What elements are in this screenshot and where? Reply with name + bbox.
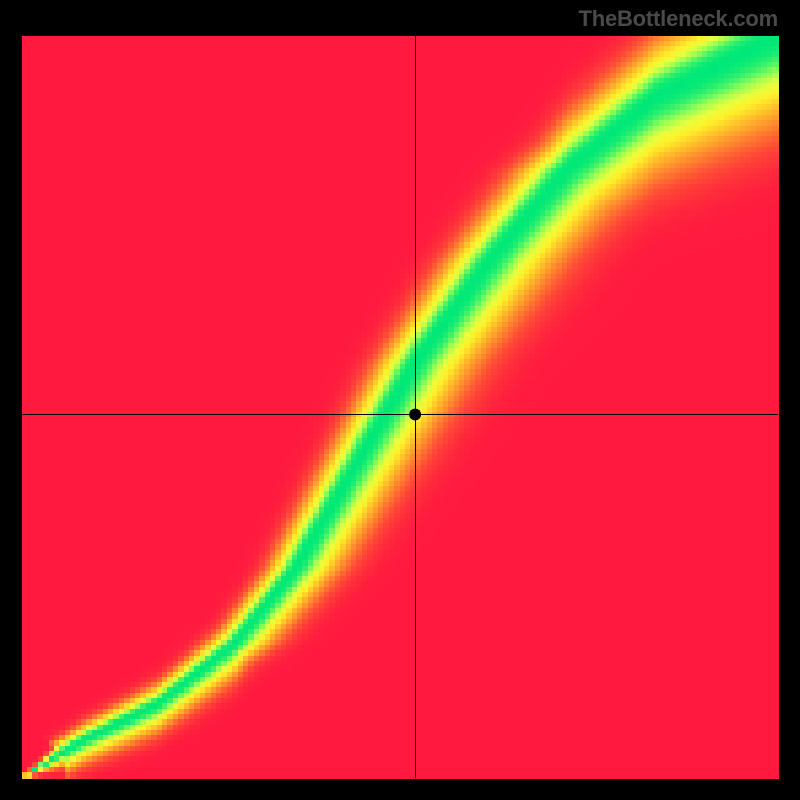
chart-container: { "watermark": { "text": "TheBottleneck.…: [0, 0, 800, 800]
heatmap-click-area[interactable]: [0, 0, 800, 800]
